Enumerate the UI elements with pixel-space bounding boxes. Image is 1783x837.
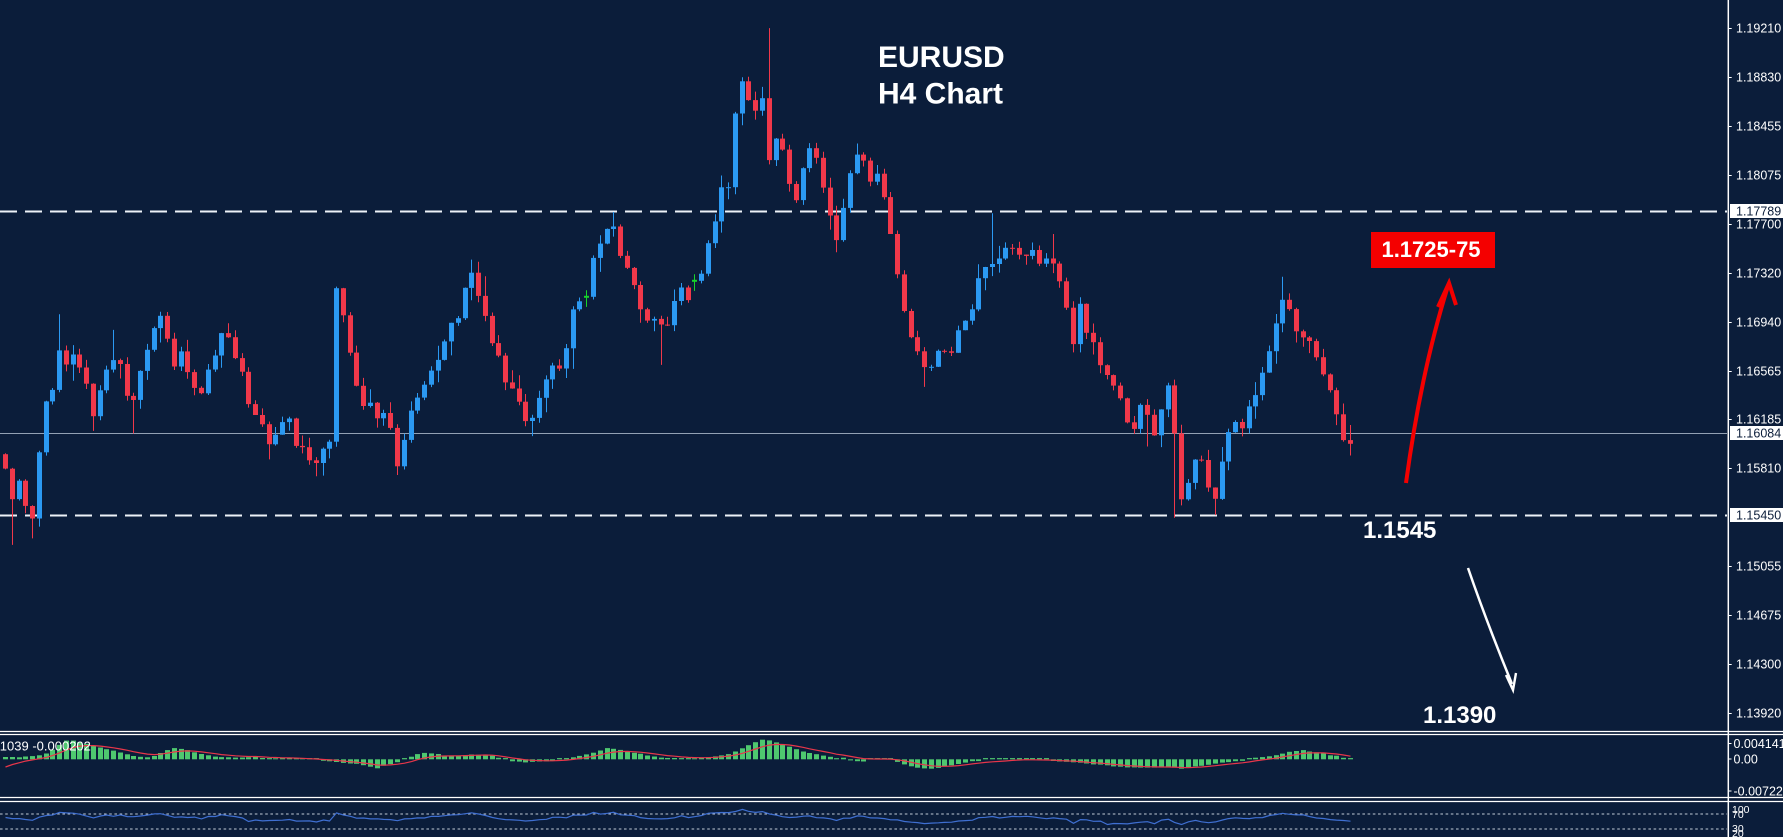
svg-text:1.18455: 1.18455 — [1736, 120, 1781, 134]
svg-text:0.00: 0.00 — [1734, 753, 1758, 767]
svg-text:1.17320: 1.17320 — [1736, 267, 1781, 281]
svg-text:EURUSD: EURUSD — [878, 41, 1005, 74]
svg-text:1.16185: 1.16185 — [1736, 413, 1781, 427]
svg-text:-0.00722: -0.00722 — [1734, 785, 1783, 799]
svg-text:1.1545: 1.1545 — [1363, 517, 1436, 544]
svg-text:1.18830: 1.18830 — [1736, 71, 1781, 85]
svg-text:1.19210: 1.19210 — [1736, 22, 1781, 36]
svg-text:1.17789: 1.17789 — [1736, 205, 1781, 219]
svg-text:1.13920: 1.13920 — [1736, 707, 1781, 721]
svg-text:1.16940: 1.16940 — [1736, 316, 1781, 330]
svg-text:20: 20 — [1732, 828, 1744, 837]
svg-text:1.1390: 1.1390 — [1423, 702, 1496, 729]
svg-text:1.16084: 1.16084 — [1736, 427, 1781, 441]
svg-text:70: 70 — [1732, 809, 1744, 821]
svg-text:1.17700: 1.17700 — [1736, 218, 1781, 232]
svg-text:1.14675: 1.14675 — [1736, 609, 1781, 623]
svg-text:1.16565: 1.16565 — [1736, 365, 1781, 379]
svg-text:0.004141: 0.004141 — [1734, 737, 1783, 751]
svg-text:1.15450: 1.15450 — [1736, 509, 1781, 523]
svg-text:1.15810: 1.15810 — [1736, 462, 1781, 476]
svg-text:30: 30 — [1732, 823, 1744, 835]
svg-text:H4 Chart: H4 Chart — [878, 78, 1003, 111]
svg-text:0.001039 -0.000202: 0.001039 -0.000202 — [0, 739, 91, 754]
svg-text:100: 100 — [1732, 804, 1750, 816]
svg-text:1.1725-75: 1.1725-75 — [1381, 237, 1480, 262]
svg-text:1.18075: 1.18075 — [1736, 169, 1781, 183]
svg-text:1.15055: 1.15055 — [1736, 560, 1781, 574]
svg-text:1.14300: 1.14300 — [1736, 658, 1781, 672]
